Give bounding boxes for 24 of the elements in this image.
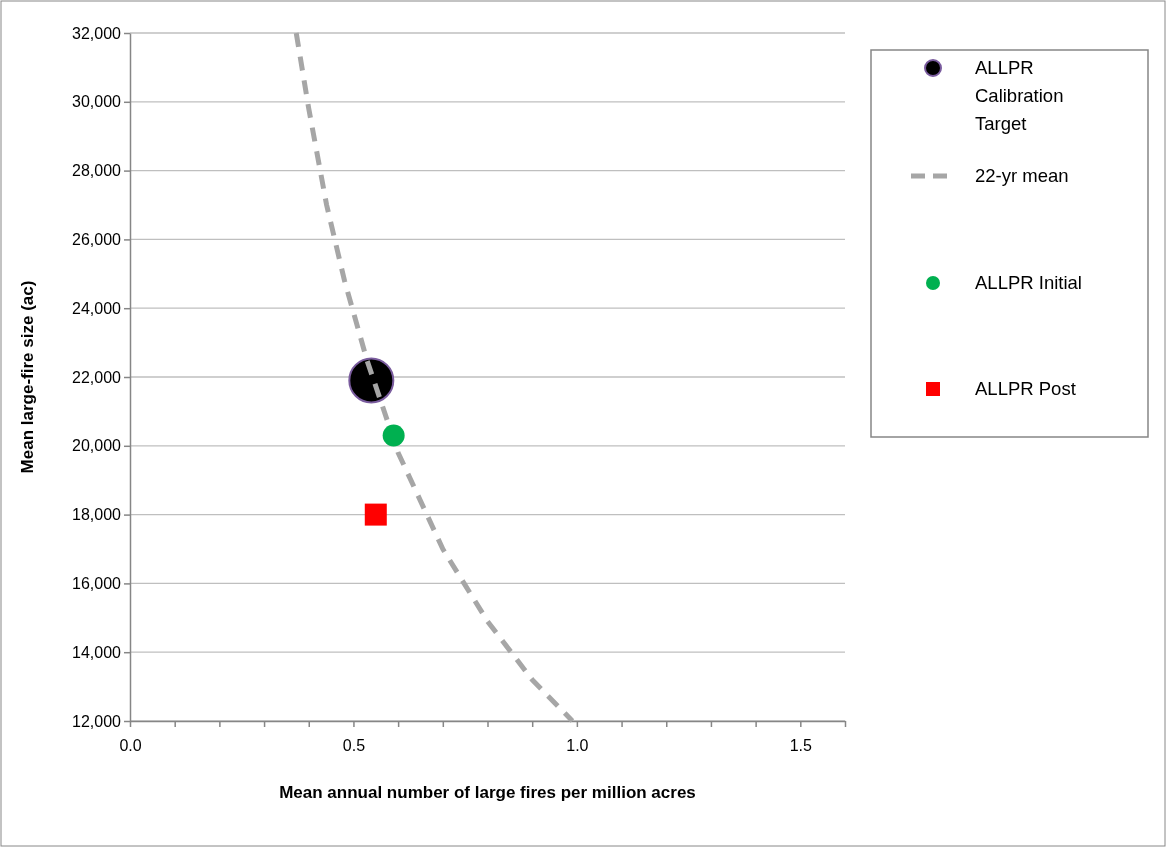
x-tick-label: 1.0 bbox=[566, 736, 589, 754]
x-tick-label: 0.0 bbox=[119, 736, 142, 754]
legend-label: ALLPR Post bbox=[975, 378, 1076, 399]
y-tick-label: 14,000 bbox=[72, 643, 122, 661]
y-tick-label: 20,000 bbox=[72, 437, 122, 455]
y-tick-label: 18,000 bbox=[72, 506, 122, 524]
y-tick-label: 26,000 bbox=[72, 231, 122, 249]
point bbox=[364, 503, 387, 526]
legend-label: ALLPR Initial bbox=[975, 272, 1082, 293]
y-tick-label: 12,000 bbox=[72, 712, 122, 730]
x-axis-title: Mean annual number of large fires per million acres bbox=[279, 783, 696, 802]
legend-label: 22-yr mean bbox=[975, 165, 1069, 186]
y-tick-label: 22,000 bbox=[72, 368, 122, 386]
y-tick-label: 16,000 bbox=[72, 575, 122, 593]
y-tick-label: 28,000 bbox=[72, 162, 122, 180]
y-tick-label: 32,000 bbox=[72, 24, 122, 42]
legend-label: ALLPR Calibration Target bbox=[975, 57, 1064, 134]
point bbox=[382, 424, 405, 447]
y-tick-label: 24,000 bbox=[72, 299, 122, 317]
x-tick-label: 1.5 bbox=[789, 736, 813, 754]
y-axis-title: Mean large-fire size (ac) bbox=[18, 280, 37, 474]
x-tick-label: 0.5 bbox=[342, 736, 366, 754]
point bbox=[348, 357, 395, 404]
y-tick-label: 30,000 bbox=[72, 93, 122, 111]
